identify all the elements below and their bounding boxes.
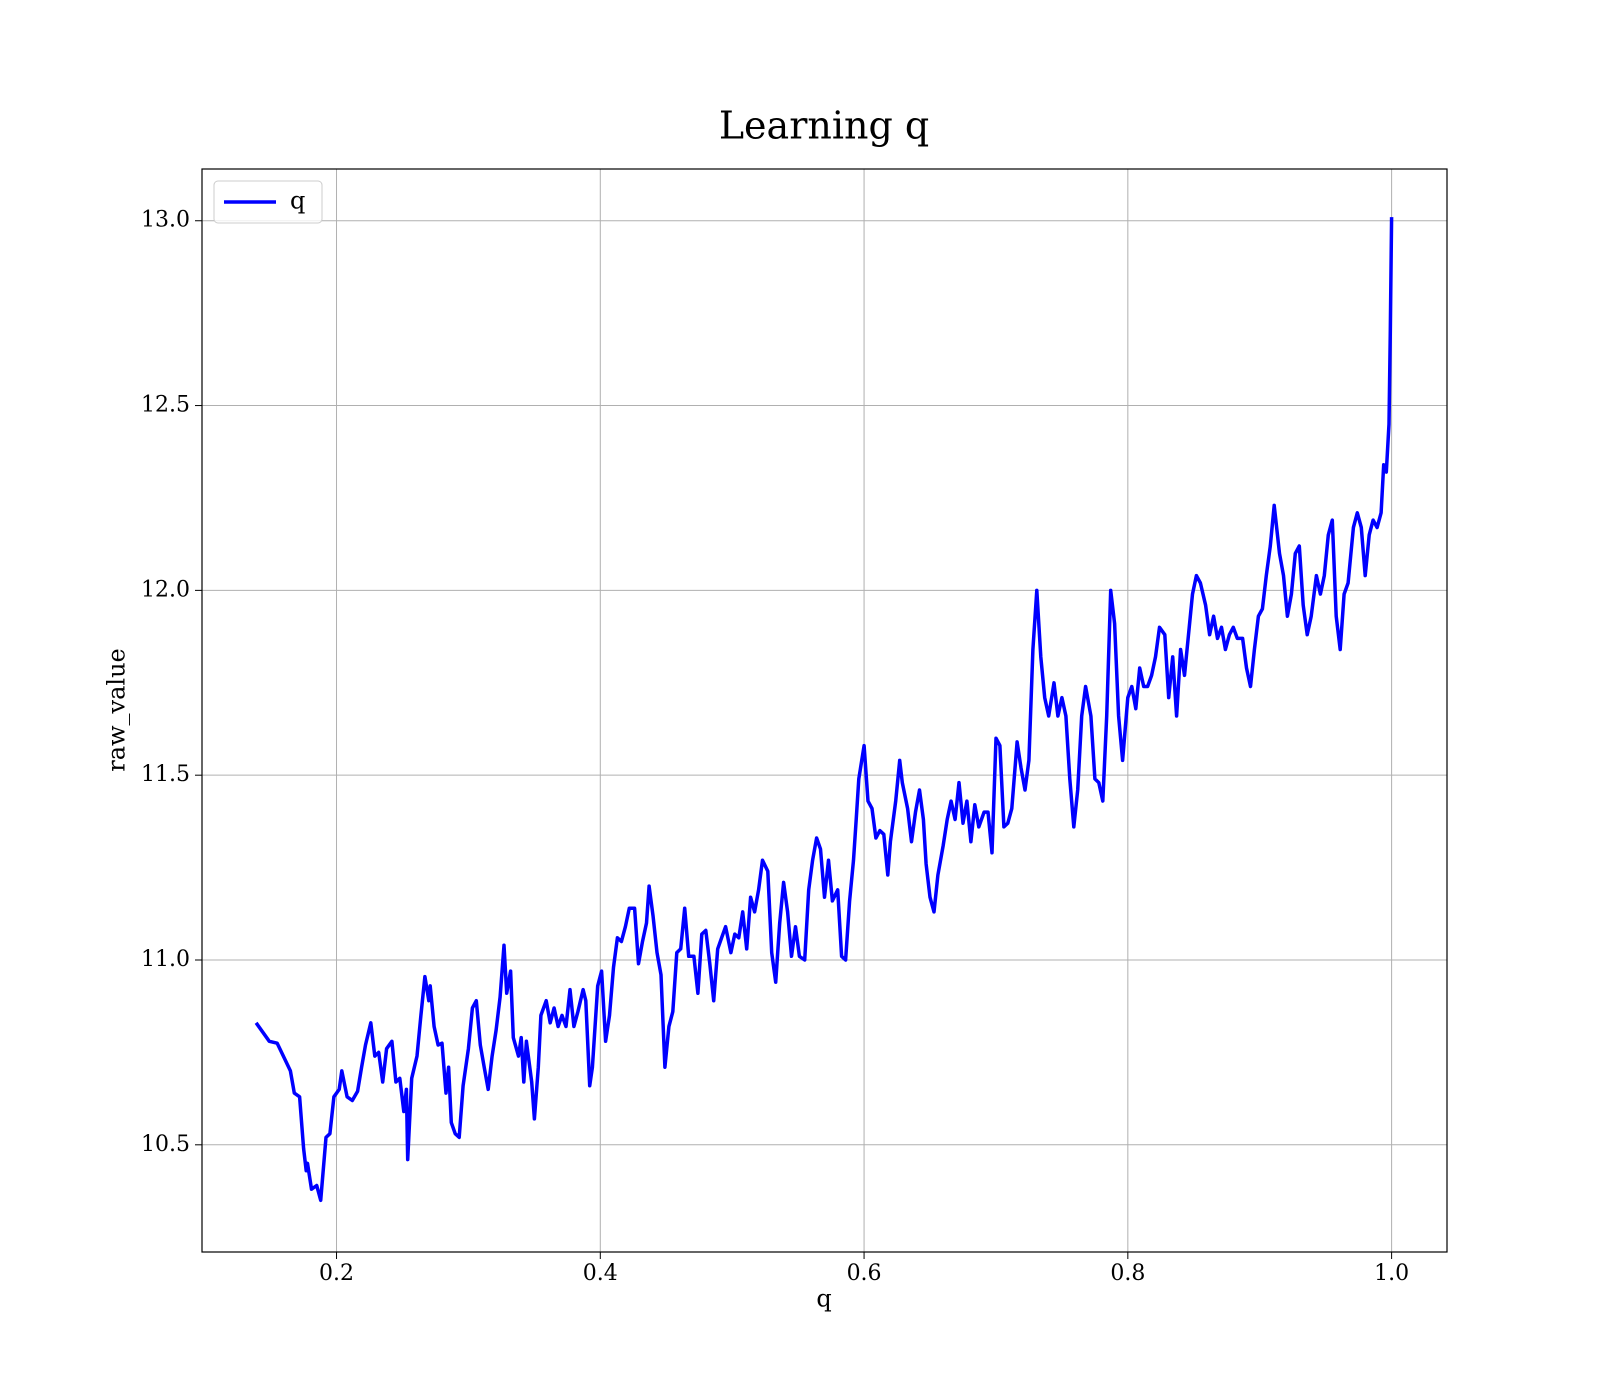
y-tick-label: 11.0 xyxy=(141,947,190,972)
x-tick-label: 0.6 xyxy=(847,1261,882,1286)
y-tick-label: 11.5 xyxy=(141,762,190,787)
chart-title: Learning q xyxy=(719,104,929,148)
y-tick-label: 10.5 xyxy=(141,1132,190,1157)
data-line xyxy=(254,217,1394,1203)
x-tick-label: 0.8 xyxy=(1110,1261,1145,1286)
y-tick-label: 13.0 xyxy=(141,208,190,233)
x-axis-label: q xyxy=(816,1285,831,1313)
x-tick-label: 0.2 xyxy=(319,1261,354,1286)
plot-frame xyxy=(201,168,1448,1253)
y-tick-label: 12.5 xyxy=(141,393,190,418)
x-tick-label: 1.0 xyxy=(1374,1261,1409,1286)
x-tick-label: 0.4 xyxy=(583,1261,618,1286)
y-tick-label: 12.0 xyxy=(141,577,190,602)
legend: q xyxy=(213,180,323,224)
legend-label: q xyxy=(290,187,305,215)
y-axis-label: raw_value xyxy=(103,648,131,772)
